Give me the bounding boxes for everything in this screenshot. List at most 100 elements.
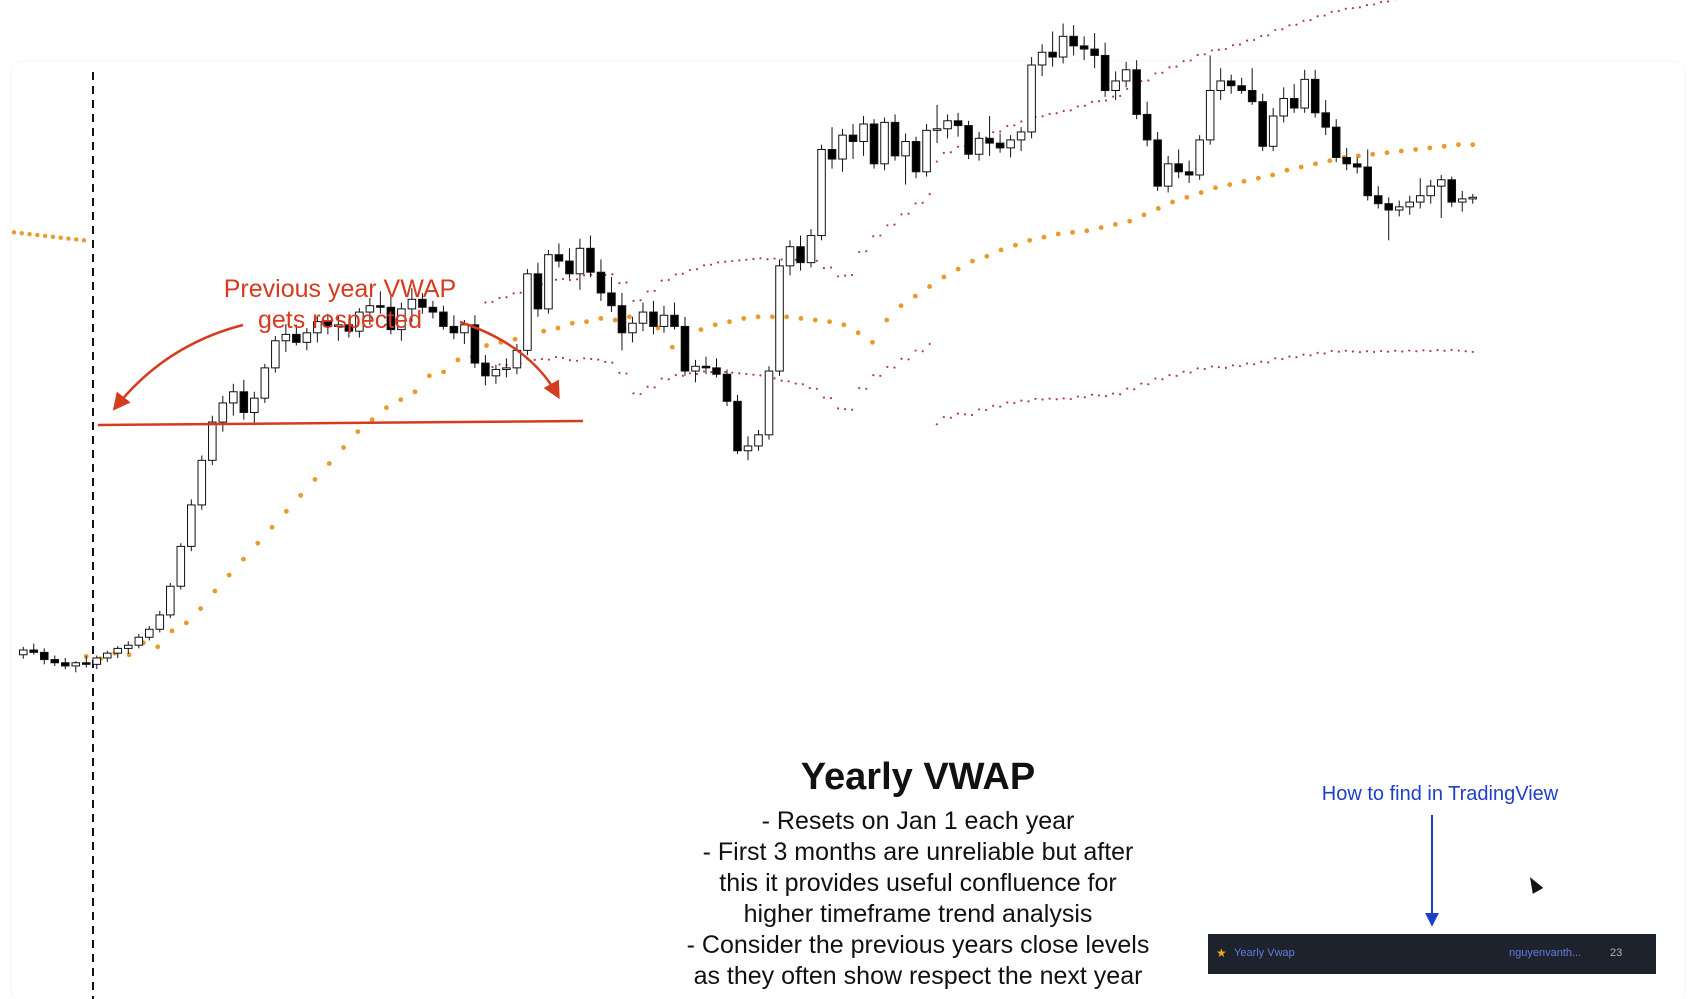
band-dot: [1055, 398, 1058, 401]
band-dot: [829, 266, 833, 269]
band-dot: [956, 412, 960, 415]
band-dot: [773, 377, 776, 380]
band-dot: [1126, 387, 1129, 390]
vwap-dot: [269, 524, 275, 530]
candle: [1069, 25, 1078, 56]
vwap-dot: [484, 343, 489, 348]
band-dot: [780, 379, 783, 382]
candle-body-down: [1174, 163, 1183, 173]
vwap-dot: [984, 253, 990, 259]
band-dot: [851, 273, 854, 277]
star-icon[interactable]: ★: [1216, 946, 1227, 960]
band-dot: [667, 378, 670, 381]
band-dot: [956, 145, 960, 148]
indicator-author[interactable]: nguyenvanth...: [1509, 947, 1582, 959]
tradingview-indicator-row[interactable]: ★ Yearly Vwap nguyenvanth... 23: [1208, 934, 1656, 974]
vwap-dot: [970, 258, 975, 264]
band-dot: [618, 282, 621, 285]
vwap-dot: [326, 461, 332, 466]
band-dot: [653, 289, 656, 292]
candle: [1321, 100, 1330, 136]
band-dot: [999, 405, 1002, 408]
candle: [1279, 87, 1288, 123]
band-dot: [829, 397, 833, 400]
candle-body-up: [1468, 196, 1478, 200]
candle: [565, 248, 574, 279]
vwap-dot: [827, 319, 832, 325]
vwap-dot: [898, 303, 904, 309]
band-dot: [498, 296, 501, 300]
candle: [943, 114, 952, 139]
candle: [890, 114, 900, 161]
candle-body-down: [649, 311, 658, 327]
candle: [712, 358, 721, 378]
candle: [1058, 23, 1068, 64]
band-dot: [1450, 348, 1453, 351]
candle: [628, 316, 637, 343]
band-dot: [949, 416, 952, 419]
vwap-dot: [555, 325, 561, 331]
band-dot: [1097, 394, 1101, 397]
candle-body-down: [733, 400, 742, 452]
band-dot: [491, 365, 494, 369]
vwap-dot: [1427, 145, 1433, 151]
vwap-dot: [1470, 142, 1476, 148]
band-dot: [639, 392, 642, 396]
band-dot: [1041, 115, 1044, 118]
candle-body-up: [334, 324, 343, 327]
band-dot: [1217, 48, 1220, 51]
candle-body-down: [533, 273, 543, 310]
candle: [859, 116, 868, 156]
vwap-dot: [627, 314, 632, 320]
vwap-dot: [455, 357, 461, 363]
band-dot: [1464, 350, 1467, 353]
band-dot: [1309, 354, 1312, 357]
band-dot: [1111, 392, 1115, 395]
vwap-dot: [927, 284, 932, 289]
band-dot: [646, 290, 649, 293]
candle: [302, 328, 312, 351]
band-dot: [583, 357, 586, 360]
band-dot: [935, 423, 938, 426]
candle-body-down: [680, 325, 690, 372]
band-dot: [590, 357, 593, 361]
vwap-dot: [1441, 143, 1447, 149]
indicator-name[interactable]: Yearly Vwap: [1234, 947, 1295, 959]
band-dot: [1253, 363, 1256, 366]
vwap-dot: [584, 319, 589, 325]
vwap-dot: [1298, 164, 1304, 170]
band-dot: [1189, 371, 1192, 374]
band-dot: [1182, 370, 1185, 373]
annotation-arrow-right: [459, 320, 560, 400]
candle-body-up: [1111, 80, 1120, 92]
candle: [1468, 194, 1478, 204]
candle-body-up: [575, 247, 585, 275]
candle-body-up: [460, 324, 469, 334]
band-dot: [533, 358, 536, 361]
howto-label: How to find in TradingView: [1321, 783, 1559, 805]
candle: [1205, 55, 1215, 145]
candle-body-up: [71, 662, 81, 667]
candle-body-up: [113, 647, 123, 654]
vwap-dot: [798, 316, 804, 321]
candle: [596, 259, 606, 301]
candle: [1142, 101, 1152, 147]
band-dot: [1097, 100, 1101, 103]
vwap-dot: [812, 317, 818, 323]
candle-body-down: [50, 659, 60, 664]
candle: [1258, 93, 1267, 152]
candle: [102, 650, 112, 662]
candle: [428, 300, 438, 319]
candle: [701, 356, 711, 375]
band-dot: [625, 281, 628, 284]
candle-body-up: [1268, 115, 1278, 147]
candle-body-up: [491, 368, 501, 377]
band-dot: [695, 372, 699, 376]
candle: [649, 300, 658, 335]
vwap-dot: [941, 274, 947, 280]
band-dot: [660, 279, 663, 282]
vwap-dot: [612, 317, 618, 323]
candle: [1268, 108, 1278, 152]
candle: [1331, 119, 1341, 163]
candle: [1289, 84, 1299, 113]
